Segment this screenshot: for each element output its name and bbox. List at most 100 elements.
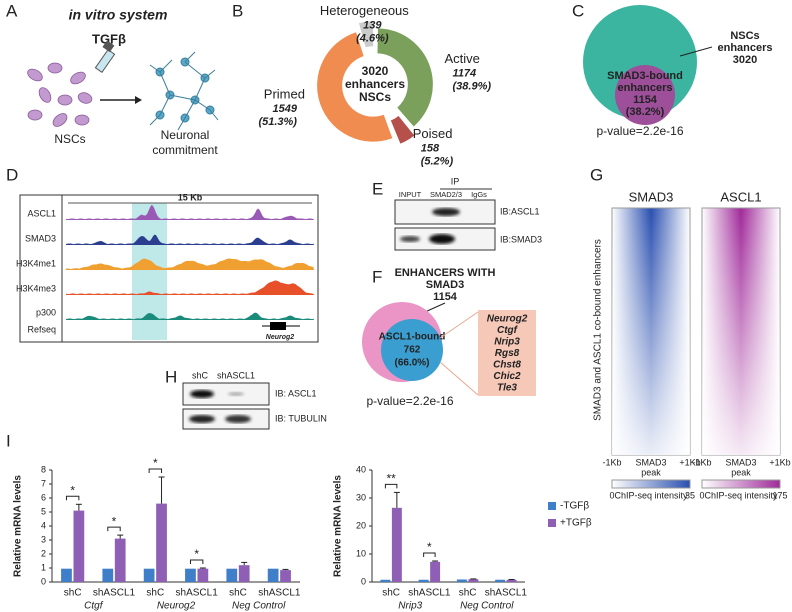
x-tick-label: shC [64,588,82,599]
bar [238,565,250,582]
gene-label: Chst8 [493,360,521,371]
panel-c: NSCs enhancers 3020 SMAD3-bound enhancer… [583,5,773,138]
bar [280,570,291,582]
title: in vitro system [69,7,168,23]
bar [391,507,402,582]
x-label: SMAD3 [635,457,666,467]
pie-slice [377,28,433,127]
y-tick-label: 40 [356,464,366,474]
y-tick-label: 7 [41,478,46,488]
bar [380,579,391,582]
bar [197,568,209,582]
band [189,415,215,423]
inner-label: 762 [404,345,421,356]
heatmap-fade [612,208,690,455]
group-label: Neg Control [460,601,514,612]
y-tick-label: 20 [356,520,366,530]
error-bar [282,568,289,571]
error-bar [393,491,400,508]
scale-label: 15 Kb [178,192,203,202]
panel-label: G [590,165,603,184]
pie-slice [317,32,393,142]
title: SMAD3 [426,279,465,291]
x-tick-label: shASCL1 [258,588,301,599]
x-tick-label: shASCL1 [176,588,219,599]
track-label: H3K4me3 [16,283,56,293]
band [400,236,420,242]
legend-label: +TGFβ [560,518,592,529]
center-label: 3020 [362,64,389,78]
x-tick-label: shC [229,588,247,599]
venn-inner [615,65,675,125]
bar [267,568,279,582]
gene-box [478,310,536,396]
x-label: -1Kb [602,457,621,467]
inner-label: (66.0%) [394,358,429,369]
y-tick-label: 0 [41,576,46,586]
panel-g: SMAD3 and ASCL1 co-bound enhancers SMAD3… [593,189,791,500]
y-label: SMAD3 and ASCL1 co-bound enhancers [593,239,604,421]
heatmap-title: ASCL1 [720,189,761,204]
pie-slice [358,21,374,48]
legend-swatch [548,519,556,527]
value-label: 1174 [453,68,477,80]
x-label: SMAD3 [725,457,756,467]
bar [114,538,126,582]
start-label: NSCs [54,132,85,146]
significance-bracket [189,559,204,564]
inner-label: ASCL1-bound [379,332,446,343]
significance-label: * [112,514,117,528]
bar [156,503,167,582]
gene-label: Neurog2 [266,334,295,341]
y-tick-label: 2 [41,548,46,558]
track-label: Refseq [27,324,56,334]
bar [430,561,441,582]
p-value: p-value=2.2e-16 [366,394,453,408]
y-tick-label: 8 [41,464,46,474]
heatmap-fade [702,208,780,455]
group-label: Neurog2 [157,601,196,612]
percent-label: (38.9%) [453,81,492,93]
gene-label: Nrip3 [494,337,520,348]
x-label: +1Kb [679,457,700,467]
ip-label: IP [451,176,460,186]
bar [456,579,467,582]
colorbar [701,479,781,489]
colorbar-label: 0 [699,490,704,500]
gene-label: Rgs8 [495,348,520,359]
pointer [424,302,446,313]
bar [418,579,429,582]
p-value: p-value=2.2e-16 [596,124,683,138]
colorbar-label: ChIP-seq intensity [614,490,688,500]
title: 1154 [433,291,458,303]
x-label: peak [731,467,751,477]
lane-label: SMAD2/3 [430,190,462,199]
value-label: 139 [363,20,382,32]
slice-label: Heterogeneous [320,3,409,18]
panel-label: F [372,267,382,286]
panel-e: IP INPUT SMAD2/3 IgGs IB:ASCL1 IB:SMAD3 [394,176,542,251]
track-label: H3K4me1 [16,258,56,268]
y-tick-label: 30 [356,492,366,502]
venn-inner [381,319,443,381]
bar [73,510,85,582]
percent-label: (4.6%) [356,33,389,45]
bar [495,579,506,582]
error-bar [241,561,248,566]
gene-label: Chic2 [493,371,521,382]
panel-d: 15 Kb ASCL1 SMAD3 H3K4me1 H3K4me3 p300 R… [16,192,319,343]
nsc-cells [27,62,93,127]
colorbar-label: 175 [772,490,787,500]
panel-label: D [6,165,18,184]
gene-label: Ctgf [497,325,519,336]
y-tick-label: 5 [41,506,46,516]
significance-label: * [427,540,432,554]
x-tick-label: shASCL1 [408,588,451,599]
group-label: Neg Control [232,601,286,612]
colorbar-label: ChIP-seq intensity [704,490,778,500]
significance-label: * [194,547,199,561]
slice-label: Poised [413,126,453,141]
y-tick-label: 1 [41,562,46,572]
percent-label: (5.2%) [421,156,454,168]
blot [182,382,270,406]
